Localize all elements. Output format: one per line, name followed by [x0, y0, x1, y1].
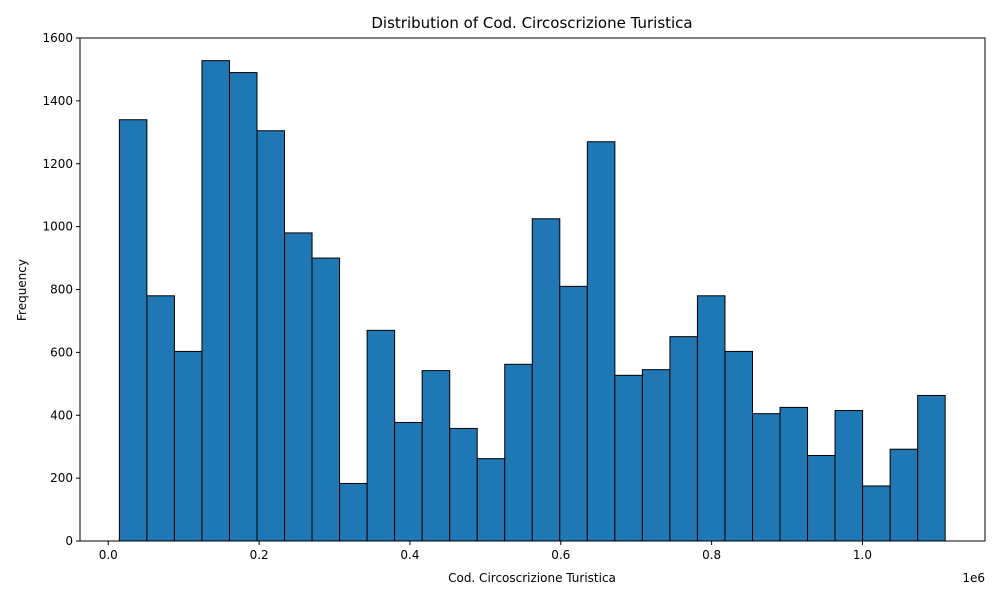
histogram-bar	[669, 336, 698, 542]
y-tick-label: 600	[50, 345, 73, 359]
histogram-bar	[504, 363, 533, 542]
x-tick-label: 0.0	[99, 548, 118, 562]
histogram-bar	[531, 218, 561, 542]
histogram-bar	[751, 413, 781, 542]
histogram-bar	[614, 374, 643, 542]
y-tick-label: 0	[65, 534, 73, 548]
x-axis-title: Cod. Circoscrizione Turistica	[448, 571, 616, 585]
y-tick-label: 1200	[42, 157, 73, 171]
histogram-bar	[311, 257, 341, 542]
histogram-bar	[201, 60, 230, 542]
histogram-bar	[696, 295, 726, 542]
histogram-bar	[641, 369, 671, 542]
histogram-bar	[559, 285, 588, 542]
x-tick-label: 1.0	[853, 548, 872, 562]
histogram-bar	[779, 406, 809, 542]
y-axis-title: Frequency	[15, 259, 29, 321]
histogram-bar	[449, 427, 478, 542]
histogram-bar	[228, 72, 258, 542]
histogram-bar	[339, 482, 368, 542]
x-axis-offset-label: 1e6	[962, 571, 985, 585]
plot-frame	[79, 37, 986, 542]
y-tick-label: 1600	[42, 31, 73, 45]
histogram-bar	[394, 421, 423, 542]
histogram-bar	[724, 350, 753, 542]
y-axis-ticks: 0 200 400 600 800 1000 1200 1400 1600	[42, 31, 80, 548]
histogram-bar	[421, 370, 451, 542]
y-tick-label: 1400	[42, 94, 73, 108]
histogram-bar	[173, 350, 203, 542]
histogram-bar	[146, 295, 175, 542]
histogram-bar	[889, 448, 919, 542]
histogram-bar	[476, 458, 506, 542]
x-tick-label: 0.2	[250, 548, 269, 562]
histogram-bar	[366, 329, 396, 542]
histogram-bar	[256, 130, 286, 542]
x-tick-label: 0.6	[551, 548, 570, 562]
histogram-bar	[834, 410, 864, 542]
x-tick-label: 0.8	[702, 548, 721, 562]
histogram-bar	[586, 141, 616, 542]
histogram-bar	[807, 454, 836, 542]
histogram-bar	[284, 232, 313, 542]
y-tick-label: 1000	[42, 220, 73, 234]
x-tick-label: 0.4	[400, 548, 419, 562]
histogram-bar	[862, 485, 891, 542]
x-axis-ticks: 0.0 0.2 0.4 0.6 0.8 1.0	[99, 541, 872, 562]
histogram-bar	[118, 119, 148, 542]
chart-title: Distribution of Cod. Circoscrizione Turi…	[371, 14, 692, 32]
bars-layer	[118, 60, 946, 542]
y-tick-label: 200	[50, 471, 73, 485]
histogram-bar	[917, 394, 946, 542]
y-tick-label: 400	[50, 408, 73, 422]
y-tick-label: 800	[50, 283, 73, 297]
